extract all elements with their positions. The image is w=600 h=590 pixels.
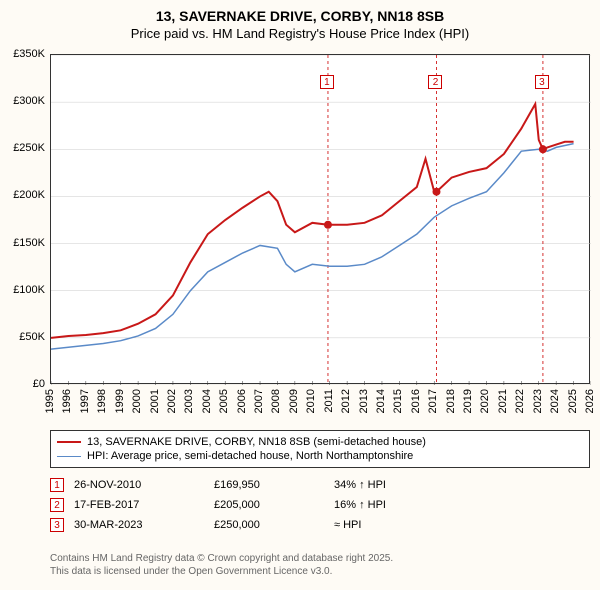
x-tick-label: 2017 bbox=[427, 389, 439, 413]
sale-price: £169,950 bbox=[214, 479, 324, 491]
legend-swatch-property bbox=[57, 441, 81, 443]
x-tick-label: 2004 bbox=[201, 389, 213, 413]
sale-date: 30-MAR-2023 bbox=[74, 519, 204, 531]
x-tick-label: 2023 bbox=[532, 389, 544, 413]
table-row: 3 30-MAR-2023 £250,000 ≈ HPI bbox=[50, 515, 590, 535]
chart-container: 13, SAVERNAKE DRIVE, CORBY, NN18 8SB Pri… bbox=[0, 0, 600, 590]
sale-date: 17-FEB-2017 bbox=[74, 499, 204, 511]
x-tick-label: 2010 bbox=[305, 389, 317, 413]
x-tick-label: 2014 bbox=[375, 389, 387, 413]
x-tick-label: 2013 bbox=[358, 389, 370, 413]
x-tick-label: 2025 bbox=[567, 389, 579, 413]
plot-svg bbox=[51, 55, 591, 385]
x-tick-label: 2024 bbox=[549, 389, 561, 413]
x-tick-label: 1998 bbox=[96, 389, 108, 413]
x-tick-label: 2019 bbox=[462, 389, 474, 413]
y-tick-label: £250K bbox=[13, 142, 45, 154]
sale-marker-icon: 1 bbox=[50, 478, 64, 492]
legend-row-property: 13, SAVERNAKE DRIVE, CORBY, NN18 8SB (se… bbox=[57, 435, 583, 449]
title-subtitle: Price paid vs. HM Land Registry's House … bbox=[0, 26, 600, 41]
footer-line1: Contains HM Land Registry data © Crown c… bbox=[50, 552, 393, 565]
chart-marker-label: 3 bbox=[535, 75, 549, 89]
x-tick-label: 1999 bbox=[114, 389, 126, 413]
y-tick-label: £150K bbox=[13, 237, 45, 249]
x-tick-label: 1997 bbox=[79, 389, 91, 413]
x-tick-label: 2016 bbox=[410, 389, 422, 413]
table-row: 2 17-FEB-2017 £205,000 16% ↑ HPI bbox=[50, 495, 590, 515]
legend-row-hpi: HPI: Average price, semi-detached house,… bbox=[57, 449, 583, 463]
x-tick-label: 2021 bbox=[497, 389, 509, 413]
x-tick-label: 2008 bbox=[270, 389, 282, 413]
x-tick-label: 2007 bbox=[253, 389, 265, 413]
sales-table: 1 26-NOV-2010 £169,950 34% ↑ HPI 2 17-FE… bbox=[50, 475, 590, 535]
footer-line2: This data is licensed under the Open Gov… bbox=[50, 565, 393, 578]
x-tick-label: 2026 bbox=[584, 389, 596, 413]
title-block: 13, SAVERNAKE DRIVE, CORBY, NN18 8SB Pri… bbox=[0, 0, 600, 41]
footer-attribution: Contains HM Land Registry data © Crown c… bbox=[50, 552, 393, 578]
title-main: 13, SAVERNAKE DRIVE, CORBY, NN18 8SB bbox=[0, 8, 600, 24]
table-row: 1 26-NOV-2010 £169,950 34% ↑ HPI bbox=[50, 475, 590, 495]
y-tick-label: £200K bbox=[13, 189, 45, 201]
sale-date: 26-NOV-2010 bbox=[74, 479, 204, 491]
chart-marker-label: 2 bbox=[428, 75, 442, 89]
sale-price: £205,000 bbox=[214, 499, 324, 511]
y-tick-label: £350K bbox=[13, 48, 45, 60]
sale-diff: ≈ HPI bbox=[334, 519, 484, 531]
legend-swatch-hpi bbox=[57, 456, 81, 457]
x-tick-label: 1995 bbox=[44, 389, 56, 413]
sale-diff: 16% ↑ HPI bbox=[334, 499, 484, 511]
sale-marker-icon: 2 bbox=[50, 498, 64, 512]
sale-price: £250,000 bbox=[214, 519, 324, 531]
y-tick-label: £100K bbox=[13, 284, 45, 296]
sale-diff: 34% ↑ HPI bbox=[334, 479, 484, 491]
x-tick-label: 2022 bbox=[514, 389, 526, 413]
x-tick-label: 2018 bbox=[445, 389, 457, 413]
y-tick-label: £50K bbox=[19, 331, 45, 343]
x-tick-label: 2006 bbox=[236, 389, 248, 413]
chart-marker-label: 1 bbox=[320, 75, 334, 89]
sale-marker-icon: 3 bbox=[50, 518, 64, 532]
y-tick-label: £300K bbox=[13, 95, 45, 107]
legend-box: 13, SAVERNAKE DRIVE, CORBY, NN18 8SB (se… bbox=[50, 430, 590, 468]
x-tick-label: 1996 bbox=[61, 389, 73, 413]
chart-area: £0£50K£100K£150K£200K£250K£300K£350K1995… bbox=[50, 54, 590, 384]
x-tick-label: 2003 bbox=[183, 389, 195, 413]
x-tick-label: 2002 bbox=[166, 389, 178, 413]
x-tick-label: 2005 bbox=[218, 389, 230, 413]
x-tick-label: 2000 bbox=[131, 389, 143, 413]
legend-label-hpi: HPI: Average price, semi-detached house,… bbox=[87, 450, 413, 462]
plot-box bbox=[50, 54, 590, 384]
x-tick-label: 2001 bbox=[149, 389, 161, 413]
legend-label-property: 13, SAVERNAKE DRIVE, CORBY, NN18 8SB (se… bbox=[87, 436, 426, 448]
x-tick-label: 2020 bbox=[479, 389, 491, 413]
x-tick-label: 2009 bbox=[288, 389, 300, 413]
x-tick-label: 2015 bbox=[392, 389, 404, 413]
x-tick-label: 2012 bbox=[340, 389, 352, 413]
x-tick-label: 2011 bbox=[323, 389, 335, 413]
